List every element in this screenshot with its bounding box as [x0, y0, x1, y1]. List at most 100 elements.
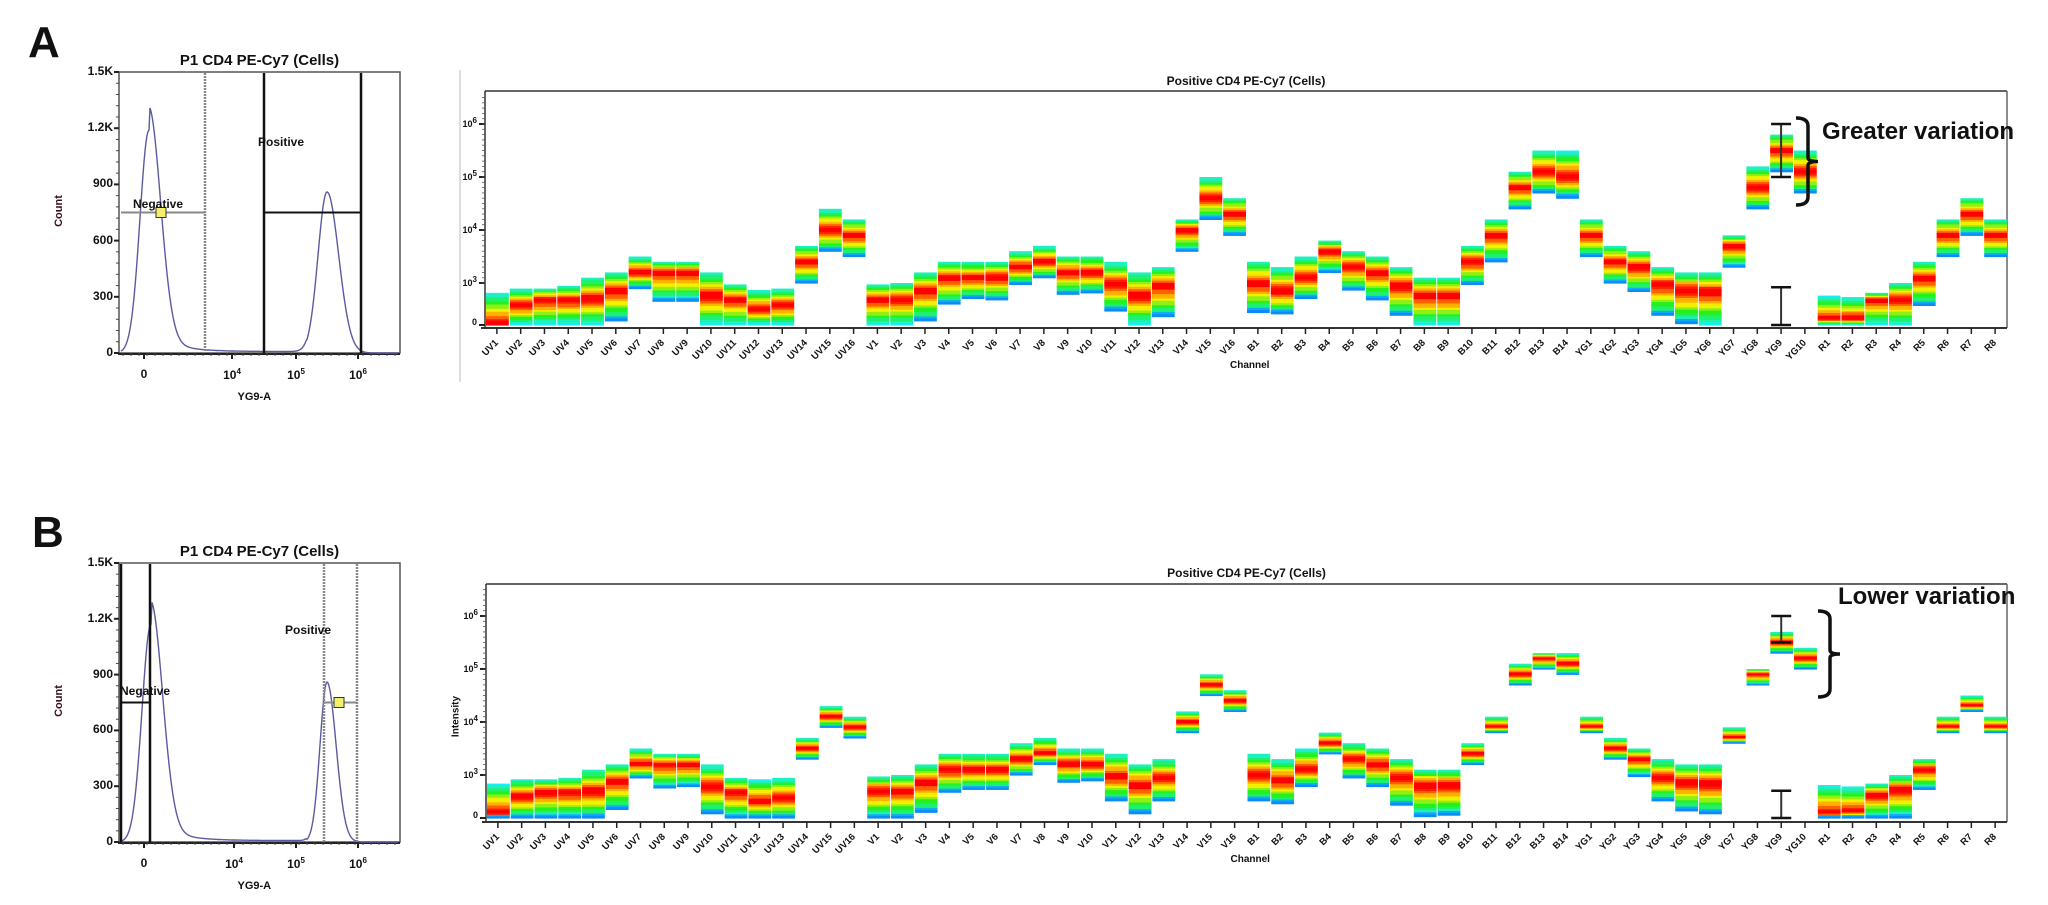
channel-band [1936, 219, 1960, 258]
channel-plot-y-axis-title: Intensity [450, 696, 462, 738]
channel-band [1437, 769, 1461, 816]
channel-band [1936, 716, 1960, 734]
channel-band [1651, 267, 1675, 316]
channel-band [1342, 743, 1366, 779]
channel-band [1009, 743, 1033, 776]
channel-plot-title: Positive CD4 PE-Cy7 (Cells) [1167, 566, 1326, 580]
channel-band [1461, 245, 1484, 285]
histogram-y-axis-title: Count [53, 194, 65, 227]
channel-band [1675, 764, 1699, 812]
channel-band [1746, 669, 1770, 686]
histogram-y-tick: 300 [92, 778, 113, 793]
histogram-x-tick: 106 [349, 856, 367, 871]
channel-band [1889, 283, 1912, 326]
channel-band [1556, 150, 1579, 199]
channel-band [1080, 256, 1104, 294]
channel-band [1342, 251, 1365, 291]
gate-label-positive[interactable]: Positive [285, 623, 332, 637]
channel-band [1199, 177, 1223, 220]
histogram-x-axis-title: YG9-A [237, 880, 272, 892]
histogram-y-tick: 1.5K [87, 555, 113, 569]
channel-band [1603, 245, 1627, 284]
channel-band [1627, 748, 1651, 778]
channel-band [723, 284, 747, 326]
channel-band [1746, 166, 1770, 210]
channel-plot-y-tick: 105 [462, 169, 477, 182]
channel-band [1081, 748, 1104, 782]
channel-band [843, 716, 867, 739]
channel-band [1960, 695, 1984, 712]
channel-band [795, 737, 819, 760]
channel-band [1128, 272, 1151, 326]
channel-band [1889, 775, 1912, 819]
channel-band [1199, 674, 1223, 697]
histogram-y-tick: 1.5K [87, 64, 113, 78]
channel-band [795, 245, 818, 284]
gate-label-positive[interactable]: Positive [258, 135, 305, 149]
channel-band [1270, 267, 1294, 315]
channel-band [605, 764, 629, 810]
channel-band [1841, 786, 1865, 819]
panel-letter-a: A [28, 18, 60, 67]
channel-band [677, 753, 700, 788]
channel-band [1912, 261, 1936, 306]
channel-band [1698, 272, 1722, 326]
channel-band [724, 777, 748, 819]
histogram-y-tick: 0 [106, 834, 113, 848]
channel-band [1437, 277, 1461, 326]
channel-band [747, 290, 771, 326]
channel-band [1175, 219, 1199, 252]
channel-plot-y-tick: 105 [463, 661, 478, 674]
channel-band [653, 753, 677, 789]
channel-band [1009, 251, 1032, 285]
histogram-x-tick: 105 [287, 856, 305, 871]
histogram-x-tick: 106 [349, 367, 367, 382]
channel-band [1627, 251, 1651, 292]
histogram-y-tick: 600 [92, 232, 113, 247]
channel-band [1841, 297, 1865, 326]
channel-band [1318, 732, 1342, 755]
channel-band [1722, 727, 1746, 744]
channel-plot-title: Positive CD4 PE-Cy7 (Cells) [1166, 74, 1326, 88]
histogram-x-tick: 0 [140, 856, 148, 870]
channel-plot-y-tick: 104 [463, 714, 478, 727]
channel-band [1817, 785, 1841, 819]
channel-band [1151, 267, 1175, 318]
bracket-icon [1817, 609, 1841, 699]
channel-band [700, 764, 724, 815]
histogram-title: P1 CD4 PE-Cy7 (Cells) [179, 52, 340, 69]
channel-band [1247, 261, 1270, 313]
channel-plot-y-tick: 106 [463, 608, 478, 621]
channel-band [1413, 277, 1437, 326]
gate-label-negative[interactable]: Negative [120, 684, 171, 698]
channel-band [1128, 764, 1152, 815]
channel-band [1556, 653, 1580, 675]
histogram-y-tick: 1.2K [87, 610, 113, 625]
histogram-y-tick: 0 [106, 345, 113, 359]
channel-band [1390, 759, 1413, 806]
channel-band [1484, 219, 1508, 263]
channel-band [1271, 759, 1295, 805]
histogram-y-tick: 1.2K [87, 120, 113, 135]
channel-band [1223, 198, 1246, 236]
gate-label-negative[interactable]: Negative [133, 197, 184, 211]
channel-band [938, 753, 962, 793]
channel-band [534, 779, 558, 819]
channel-band [1057, 748, 1081, 783]
channel-band [771, 288, 795, 326]
channel-plot-y-tick: 0 [471, 317, 477, 327]
channel-band [509, 288, 533, 326]
channel-plot-y-tick: 103 [462, 275, 477, 288]
channel-band [1485, 716, 1508, 734]
channel-band [866, 284, 890, 326]
channel-band [1817, 295, 1841, 326]
channel-band [986, 753, 1009, 790]
channel-band [772, 777, 795, 819]
channel-band [510, 779, 534, 819]
channel-band [557, 285, 581, 326]
channel-band [1295, 748, 1318, 788]
channel-plot-x-axis-title: Channel [1230, 854, 1270, 865]
channel-band [914, 272, 937, 322]
channel-band [1104, 753, 1128, 802]
